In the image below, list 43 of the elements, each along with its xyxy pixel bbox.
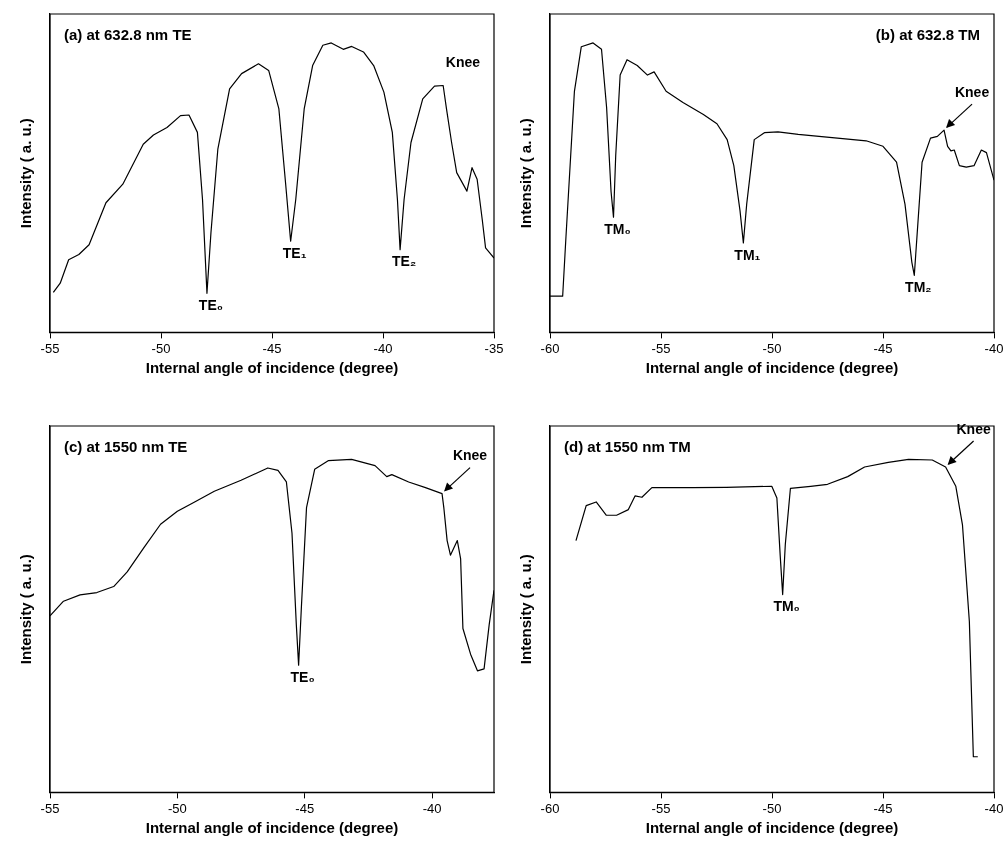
y-axis-title: Intensity ( a. u.): [517, 118, 535, 229]
x-tick-label: -45: [873, 340, 893, 356]
annotation: Knee: [452, 447, 488, 464]
annotation: Knee: [954, 83, 990, 100]
x-tick-label: -40: [984, 340, 1004, 356]
x-axis-title: Internal angle of incidence (degree): [645, 359, 899, 377]
chart-title: (b) at 632.8 TM: [875, 25, 980, 43]
chart-title: (c) at 1550 nm TE: [64, 437, 188, 455]
x-tick-label: -45: [262, 340, 282, 356]
annotation: TE₀: [290, 669, 315, 686]
x-tick-label: -60: [540, 800, 560, 816]
x-tick-label: -60: [540, 340, 560, 356]
x-tick-label: -55: [40, 340, 60, 356]
x-tick-label: -55: [651, 800, 671, 816]
x-tick-label: -40: [422, 800, 442, 816]
x-tick-label: -40: [373, 340, 393, 356]
y-axis-title: Intensity ( a. u.): [17, 118, 35, 229]
x-axis-title: Internal angle of incidence (degree): [145, 819, 399, 837]
x-tick-label: -40: [984, 800, 1004, 816]
annotation: TE₀: [198, 297, 224, 314]
x-tick-label: -50: [762, 340, 782, 356]
x-tick-label: -35: [484, 340, 504, 356]
annotation: TE₂: [392, 253, 417, 270]
x-tick-label: -45: [295, 800, 315, 816]
x-tick-label: -50: [151, 340, 171, 356]
annotation: TM₁: [734, 246, 761, 263]
y-axis-title: Intensity ( a. u.): [517, 554, 535, 665]
annotation: Knee: [445, 53, 481, 70]
chart-title: (a) at 632.8 nm TE: [64, 25, 192, 43]
x-tick-label: -55: [651, 340, 671, 356]
annotation: TM₀: [604, 221, 631, 238]
x-tick-label: -50: [762, 800, 782, 816]
annotation: TM₀: [773, 598, 800, 615]
x-tick-label: -55: [40, 800, 60, 816]
x-axis-title: Internal angle of incidence (degree): [645, 819, 899, 837]
annotation: TE₁: [282, 245, 307, 262]
x-tick-label: -50: [167, 800, 187, 816]
chart-title: (d) at 1550 nm TM: [564, 437, 691, 455]
x-axis-title: Internal angle of incidence (degree): [145, 359, 399, 377]
y-axis-title: Intensity ( a. u.): [17, 554, 35, 665]
annotation: Knee: [956, 420, 991, 437]
annotation: TM₂: [905, 279, 932, 296]
x-tick-label: -45: [873, 800, 893, 816]
